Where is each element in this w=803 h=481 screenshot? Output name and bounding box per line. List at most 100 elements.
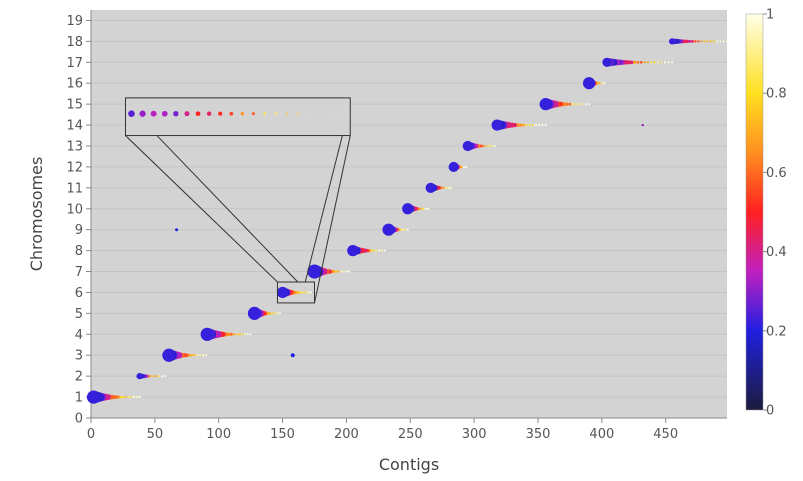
cluster-chr-10 [402,203,430,215]
x-tick-label: 0 [87,427,95,442]
point [273,312,276,315]
point [448,161,459,173]
inset-point [150,110,157,117]
y-tick-label: 4 [75,328,83,343]
cluster-chr-13 [462,140,496,152]
colorbar-tick-label: 0.2 [766,324,787,339]
inset-point [274,112,277,115]
inset-point [161,110,168,117]
colorbar-tick-label: 0.6 [766,166,787,181]
point [629,60,634,65]
x-tick-label: 100 [206,427,231,442]
inset-point [297,112,299,115]
point [636,60,640,64]
point [639,61,643,64]
point [372,249,375,252]
y-tick-label: 1 [75,391,83,406]
point [375,249,378,252]
cluster-chr-15 [539,98,591,111]
x-tick-label: 150 [270,427,295,442]
point [643,61,646,64]
point [229,332,233,336]
point [598,82,601,85]
point [539,98,552,111]
y-tick-label: 14 [66,119,83,134]
point [307,291,310,294]
point [136,373,143,380]
inset-point [139,110,146,117]
point [276,286,289,299]
point [378,249,381,252]
point [700,40,703,43]
x-axis-ticks: 0 50 100 150 200 250 300 350 400 450 [87,418,678,442]
point [482,144,485,148]
colorbar-tick-label: 0.4 [766,245,787,260]
point [271,312,274,315]
point [188,353,191,357]
cluster-chr-1 [86,390,141,404]
point [421,207,425,210]
cluster-chr-9 [382,223,409,236]
point [132,396,136,399]
point [493,144,496,148]
point [571,103,575,106]
point [633,60,637,64]
point [712,40,715,43]
cluster-chr-3 [162,348,207,362]
point [238,333,241,336]
point [568,102,572,106]
y-tick-label: 6 [75,286,83,301]
inset-point [285,112,288,115]
point [249,333,252,336]
inset-point [229,111,234,116]
x-tick-label: 250 [398,427,423,442]
inset-point [195,111,201,117]
point [716,40,719,43]
y-tick-label: 2 [75,370,83,385]
point [299,291,303,294]
point [383,249,386,252]
point [402,203,414,215]
y-tick-label: 8 [75,244,83,259]
y-tick-label: 15 [66,98,83,113]
point [399,228,402,231]
cluster-chr-14 [491,119,547,131]
point [342,270,345,273]
point [694,40,697,43]
point [427,207,430,210]
y-tick-label: 11 [66,181,83,196]
point [268,312,271,315]
point [243,333,246,336]
point [684,39,689,44]
cluster-chr-7 [307,264,351,279]
point [706,40,709,43]
point [401,228,404,231]
point [487,144,491,148]
point [160,375,163,378]
point [154,375,157,378]
outlier-point [290,353,295,358]
inset-point [341,113,343,115]
point [671,61,674,64]
y-tick-label: 5 [75,307,83,322]
point [347,270,351,273]
point [709,40,712,43]
point [337,270,340,273]
point [663,61,667,64]
point [419,207,422,210]
colorbar-ticks: 0 0.2 0.4 0.6 0.8 1 [763,8,787,419]
point [307,264,322,279]
point [162,348,176,362]
point [668,38,676,45]
y-tick-label: 19 [66,14,83,29]
point [345,270,348,273]
point [447,186,450,189]
colorbar-tick-label: 0.8 [766,87,787,102]
point [196,354,199,357]
cluster-chr-6 [276,286,312,299]
point [656,61,660,64]
colorbar-tick-label: 1 [766,8,774,23]
point [650,61,653,64]
point [479,144,483,148]
point [462,140,473,152]
